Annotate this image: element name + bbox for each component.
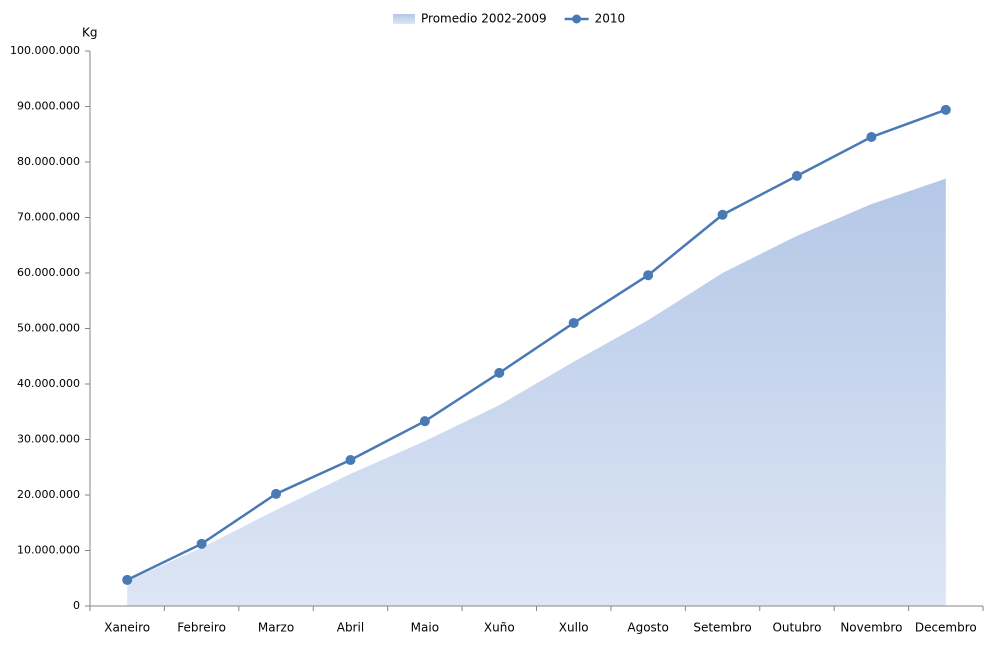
line [126, 108, 947, 582]
marker [717, 209, 728, 220]
y-tick-label: 70.000.000 [17, 211, 80, 224]
marker [196, 538, 207, 549]
x-tick-label: Marzo [258, 621, 294, 635]
marker [271, 488, 282, 499]
x-tick-label: Abril [337, 621, 364, 635]
legend-swatch [572, 14, 582, 24]
x-tick-label: Setembro [693, 621, 751, 635]
y-tick-label: 100.000.000 [10, 44, 80, 57]
legend-swatch [393, 14, 415, 24]
marker [419, 416, 430, 427]
marker [494, 367, 505, 378]
y-tick-label: 40.000.000 [17, 377, 80, 390]
marker [345, 455, 356, 466]
x-tick-label: Xuño [484, 621, 515, 635]
y-tick-label: 10.000.000 [17, 544, 80, 557]
x-tick-label: Novembro [840, 621, 902, 635]
area [127, 178, 946, 606]
y-tick-label: 90.000.000 [17, 100, 80, 113]
marker [866, 132, 877, 143]
y-axis-label: Kg [82, 26, 98, 40]
y-tick-label: 60.000.000 [17, 266, 80, 279]
y-tick-label: 50.000.000 [17, 322, 80, 335]
x-tick-label: Outubro [772, 621, 821, 635]
y-tick-label: 80.000.000 [17, 155, 80, 168]
x-tick-label: Decembro [915, 621, 977, 635]
legend-label: Promedio 2002-2009 [421, 12, 547, 26]
x-tick-label: Xullo [559, 621, 589, 635]
marker [791, 170, 802, 181]
marker [568, 317, 579, 328]
x-tick-label: Agosto [627, 621, 668, 635]
marker [122, 574, 133, 585]
y-tick-label: 0 [73, 599, 80, 612]
y-tick-label: 30.000.000 [17, 433, 80, 446]
legend-label: 2010 [595, 12, 626, 26]
y-tick-label: 20.000.000 [17, 488, 80, 501]
marker [940, 104, 951, 115]
marker [643, 270, 654, 281]
x-tick-label: Xaneiro [104, 621, 150, 635]
x-tick-label: Maio [411, 621, 439, 635]
x-tick-label: Febreiro [177, 621, 226, 635]
